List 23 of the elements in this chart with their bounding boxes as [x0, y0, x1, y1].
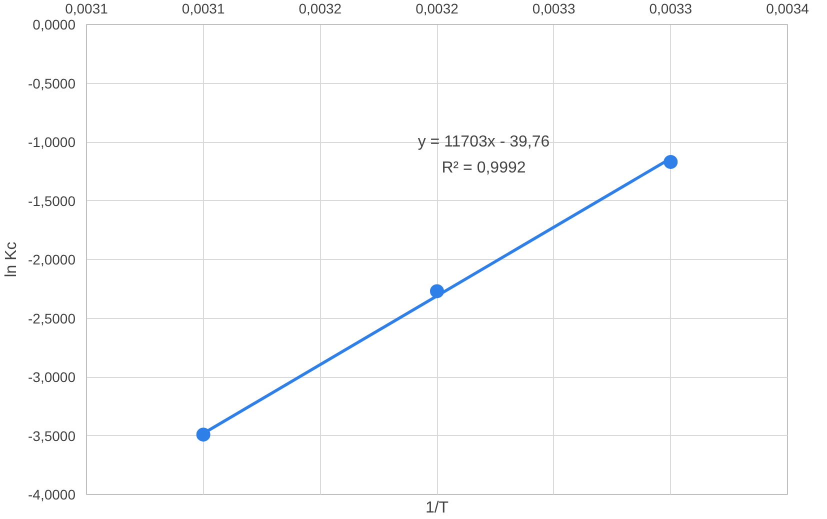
y-axis-title: ln Kc [3, 242, 20, 278]
x-tick-label: 0,0032 [416, 0, 459, 16]
y-tick-label: -1,5000 [28, 192, 76, 209]
x-tick-label: 0,0031 [65, 0, 108, 16]
y-tick-label: -3,0000 [28, 369, 76, 385]
x-tick-label: 0,0033 [532, 0, 576, 16]
x-axis-title: 1/T [425, 500, 449, 516]
y-tick-label: -3,5000 [28, 428, 76, 444]
y-tick-label: -4,0000 [28, 486, 76, 502]
annotation: R² = 0,9992 [442, 159, 526, 176]
y-tick-label: -2,0000 [28, 252, 76, 268]
y-tick-label: -0,5000 [28, 75, 76, 92]
point [430, 284, 444, 298]
y-tick-label: -2,5000 [28, 310, 76, 326]
x-tick-label: 0,0033 [649, 0, 692, 16]
point [196, 428, 210, 442]
x-tick-label: 0,0034 [766, 0, 810, 16]
point [664, 154, 678, 169]
x-tick-label: 0,0031 [182, 0, 225, 16]
x-tick-label: 0,0032 [298, 0, 342, 16]
y-tick-label: -1,0000 [28, 134, 76, 150]
y-tick-label: 0,0000 [32, 16, 76, 32]
annotation: y = 11703x - 39,76 [418, 134, 550, 150]
